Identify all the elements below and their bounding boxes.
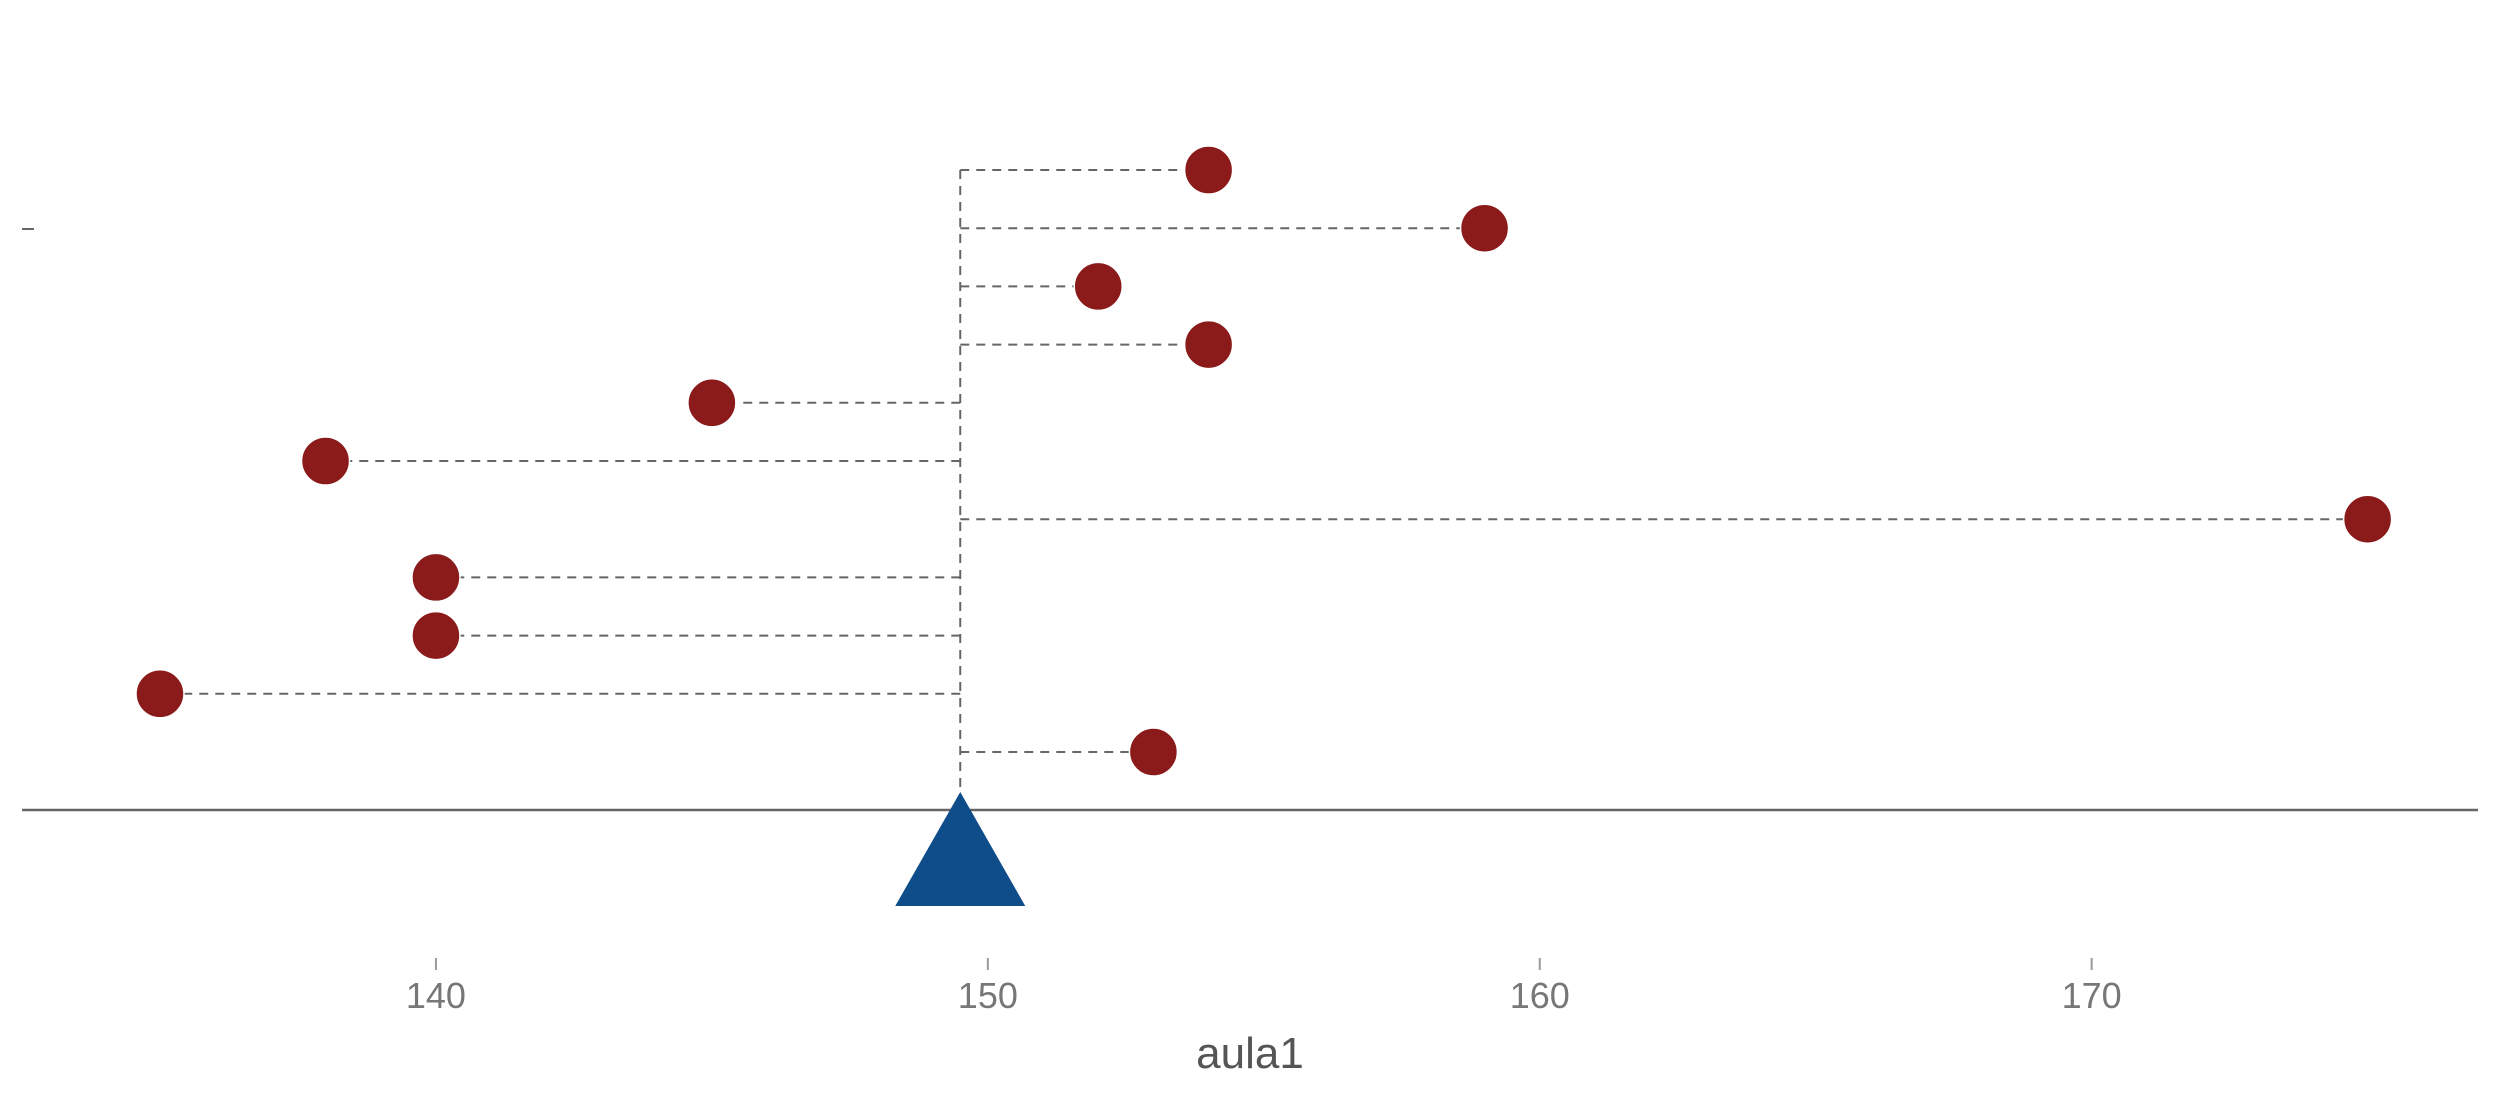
x-tick-label: 160 — [1510, 975, 1570, 1016]
data-point — [1183, 319, 1234, 370]
leader-lines-group — [159, 169, 2368, 753]
data-point — [411, 552, 461, 603]
data-point — [1459, 203, 1510, 253]
data-point — [687, 378, 737, 428]
data-point — [1073, 261, 1123, 312]
mean-triangle-marker — [895, 792, 1026, 906]
data-point — [300, 436, 351, 486]
x-tick-label: 140 — [406, 975, 466, 1016]
x-axis-title: aula1 — [1196, 1029, 1304, 1078]
x-ticks-group: 140 150 160 170 — [406, 958, 2122, 1016]
x-tick-label: 150 — [958, 975, 1018, 1016]
points-group — [135, 145, 2393, 777]
data-point — [1183, 145, 1234, 195]
data-point — [135, 669, 185, 719]
data-point — [1128, 727, 1179, 777]
data-point — [411, 610, 461, 661]
data-point — [2342, 494, 2393, 544]
x-tick-label: 170 — [2062, 975, 2122, 1016]
